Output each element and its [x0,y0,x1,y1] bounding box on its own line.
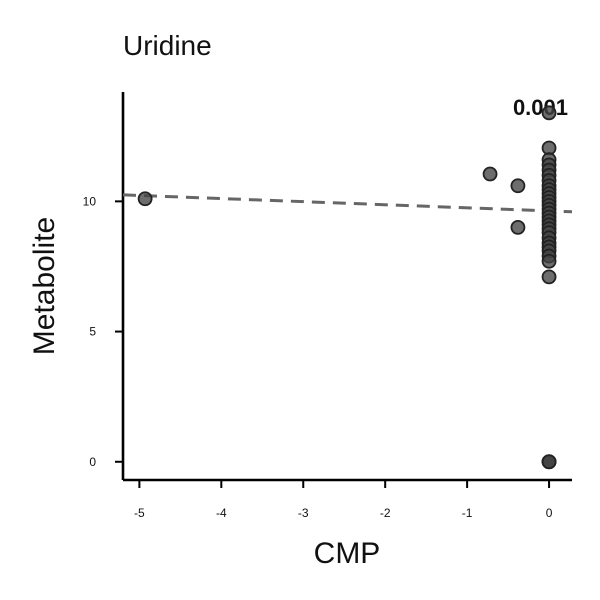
y-tick-label: 10 [83,194,97,208]
data-point [541,105,557,121]
p-value-annotation: 0.001 [513,95,568,120]
data-point [541,269,557,285]
x-tick-label: -5 [134,506,145,520]
x-tick-label: -1 [462,506,473,520]
plot-area: -5 -4 -3 -2 -1 0 0 5 10 [83,92,573,520]
x-axis-label: CMP [314,537,381,570]
data-point [137,191,153,207]
chart-title: Uridine [123,30,212,61]
trend-line [122,193,573,214]
x-tick-label: -3 [298,506,309,520]
x-tick-label: -2 [380,506,391,520]
data-point [510,220,526,235]
data-point [510,178,526,194]
y-axis-label: Metabolite [28,217,61,355]
y-tick-label: 5 [89,325,96,339]
x-tick-label: 0 [546,506,553,520]
y-tick-label: 0 [89,455,96,469]
x-tick-label: -4 [216,506,227,520]
data-point [541,454,557,470]
data-point [482,166,498,182]
data-point [541,253,557,269]
